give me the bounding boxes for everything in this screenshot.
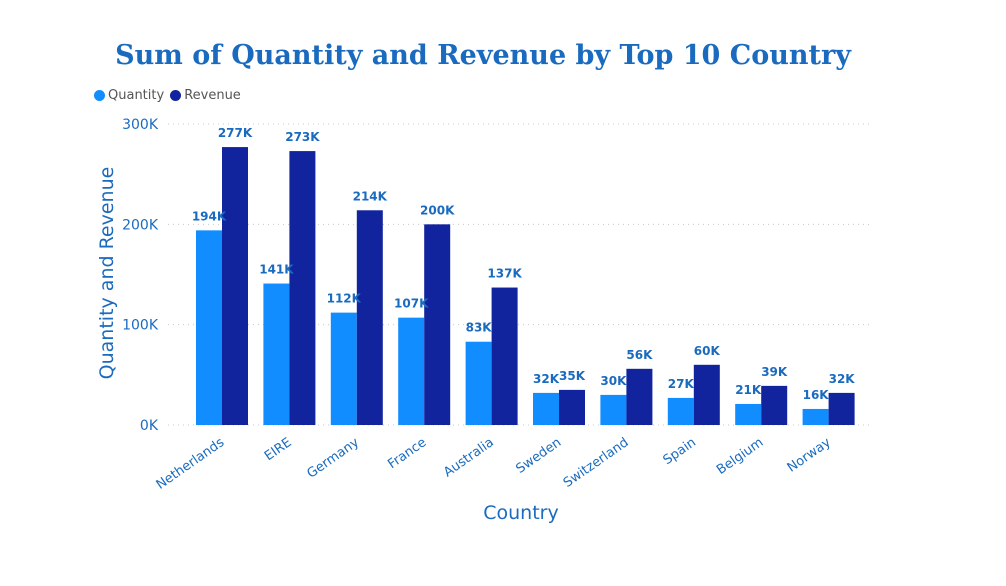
- data-label-quantity: 21K: [735, 383, 762, 397]
- legend-item-quantity[interactable]: Quantity: [94, 88, 164, 103]
- bar-revenue[interactable]: [289, 151, 316, 425]
- data-label-revenue: 200K: [420, 203, 455, 217]
- data-label-quantity: 83K: [466, 321, 493, 335]
- data-label-revenue: 273K: [285, 130, 320, 144]
- legend: Quantity Revenue: [94, 88, 247, 103]
- data-label-quantity: 32K: [533, 372, 560, 386]
- x-tick-label: Germany: [304, 435, 362, 482]
- bar-revenue[interactable]: [828, 392, 855, 425]
- data-label-revenue: 277K: [218, 126, 253, 140]
- bars: [196, 147, 855, 425]
- bar-revenue[interactable]: [693, 364, 720, 425]
- y-tick-label: 100K: [122, 318, 159, 334]
- legend-label-revenue: Revenue: [184, 88, 241, 103]
- data-label-quantity: 112K: [327, 292, 362, 306]
- data-label-revenue: 60K: [694, 344, 721, 358]
- data-label-revenue: 35K: [559, 369, 586, 383]
- data-label-quantity: 194K: [192, 209, 227, 223]
- y-tick-label: 0K: [140, 418, 159, 434]
- bar-revenue[interactable]: [491, 287, 518, 425]
- chart-title: Sum of Quantity and Revenue by Top 10 Co…: [115, 40, 851, 71]
- x-tick-label: France: [385, 435, 429, 472]
- x-tick-label: EIRE: [262, 435, 295, 464]
- x-axis-title: Country: [483, 502, 558, 524]
- x-axis-ticks: Netherlands EIRE Germany France Australia Swe…: [154, 435, 834, 493]
- legend-swatch-revenue: [170, 90, 182, 101]
- data-labels: 194K 277K 141K 273K 112K 214K 107K 200K 83K 137K 3…: [192, 126, 855, 402]
- x-tick-label: Netherlands: [154, 435, 228, 493]
- legend-item-revenue[interactable]: Revenue: [170, 88, 241, 103]
- y-axis-ticks: 0K 100K 200K 300K: [122, 117, 159, 434]
- data-label-revenue: 214K: [353, 189, 388, 203]
- data-label-revenue: 32K: [829, 372, 856, 386]
- bar-revenue[interactable]: [222, 147, 248, 425]
- x-tick-label: Australia: [441, 435, 497, 480]
- y-axis-title: Quantity and Revenue: [96, 167, 118, 380]
- bar-quantity[interactable]: [330, 312, 357, 425]
- x-tick-label: Switzerland: [561, 435, 632, 491]
- x-tick-label: Norway: [785, 435, 834, 476]
- bar-quantity[interactable]: [398, 317, 425, 425]
- data-label-revenue: 39K: [761, 365, 788, 379]
- legend-label-quantity: Quantity: [108, 88, 165, 103]
- bar-quantity[interactable]: [600, 394, 627, 425]
- data-label-quantity: 107K: [394, 297, 429, 311]
- bar-quantity[interactable]: [465, 341, 492, 425]
- bar-revenue[interactable]: [424, 224, 451, 425]
- y-tick-label: 200K: [122, 217, 159, 233]
- bar-revenue[interactable]: [559, 389, 585, 425]
- bar-quantity[interactable]: [735, 403, 762, 425]
- bar-quantity[interactable]: [802, 408, 829, 425]
- bar-quantity[interactable]: [667, 397, 694, 425]
- x-tick-label: Sweden: [513, 435, 564, 477]
- x-tick-label: Spain: [661, 435, 699, 468]
- bar-revenue[interactable]: [356, 210, 383, 425]
- x-tick-label: Belgium: [714, 435, 766, 478]
- data-label-revenue: 56K: [626, 348, 653, 362]
- y-tick-label: 300K: [122, 117, 159, 133]
- data-label-quantity: 16K: [803, 388, 830, 402]
- bar-quantity[interactable]: [196, 230, 222, 425]
- data-label-revenue: 137K: [487, 267, 522, 281]
- bar-quantity[interactable]: [263, 283, 290, 425]
- bar-revenue[interactable]: [761, 385, 788, 425]
- data-label-quantity: 141K: [259, 263, 294, 277]
- bar-quantity[interactable]: [533, 392, 559, 425]
- bar-revenue[interactable]: [626, 368, 653, 425]
- legend-swatch-quantity: [94, 90, 105, 101]
- data-label-quantity: 27K: [668, 377, 695, 391]
- data-label-quantity: 30K: [600, 374, 627, 388]
